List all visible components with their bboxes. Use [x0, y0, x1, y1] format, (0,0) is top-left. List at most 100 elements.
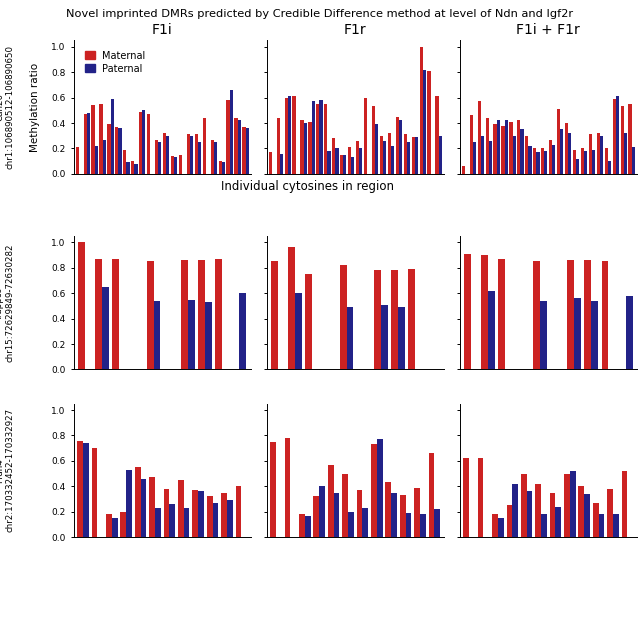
Bar: [155, 508, 161, 537]
Bar: [600, 136, 603, 174]
Bar: [102, 140, 106, 174]
Bar: [364, 97, 367, 174]
Bar: [111, 99, 114, 174]
Bar: [227, 501, 233, 537]
Bar: [541, 148, 544, 174]
Bar: [112, 518, 118, 537]
Bar: [497, 120, 500, 174]
Bar: [174, 157, 177, 174]
Bar: [92, 105, 95, 174]
Bar: [391, 146, 394, 174]
Bar: [422, 70, 426, 174]
Bar: [492, 514, 498, 537]
Bar: [540, 301, 547, 369]
Bar: [407, 142, 410, 174]
Bar: [120, 512, 126, 537]
Bar: [400, 495, 406, 537]
Bar: [544, 151, 547, 174]
Bar: [234, 118, 237, 174]
Bar: [489, 141, 492, 174]
Bar: [529, 146, 532, 174]
Bar: [269, 152, 272, 174]
Bar: [324, 104, 328, 174]
Bar: [108, 124, 111, 174]
Bar: [214, 142, 217, 174]
Bar: [598, 514, 604, 537]
Bar: [347, 307, 353, 369]
Text: Methylation ratio: Methylation ratio: [30, 63, 40, 152]
Bar: [550, 492, 556, 537]
Bar: [193, 490, 198, 537]
Bar: [158, 142, 161, 174]
Bar: [102, 287, 109, 369]
Bar: [616, 96, 619, 174]
Bar: [521, 474, 527, 537]
Text: Trappc9
chr15:72629849-72630282: Trappc9 chr15:72629849-72630282: [0, 243, 15, 362]
Text: F1i + F1r: F1i + F1r: [516, 23, 580, 37]
Bar: [221, 163, 225, 174]
Bar: [308, 122, 312, 174]
Bar: [316, 104, 319, 174]
Bar: [147, 261, 154, 369]
Bar: [576, 158, 579, 174]
Bar: [607, 489, 613, 537]
Bar: [95, 259, 102, 369]
Bar: [557, 109, 560, 174]
Bar: [195, 135, 198, 174]
Bar: [396, 117, 399, 174]
Bar: [99, 104, 102, 174]
Bar: [584, 260, 591, 369]
Bar: [470, 116, 473, 174]
Bar: [135, 467, 141, 537]
Bar: [628, 104, 632, 174]
Bar: [527, 491, 532, 537]
Bar: [535, 484, 541, 537]
Bar: [632, 147, 635, 174]
Bar: [477, 458, 483, 537]
Bar: [154, 301, 161, 369]
Bar: [420, 514, 426, 537]
Bar: [372, 106, 375, 174]
Bar: [414, 487, 420, 537]
Bar: [415, 137, 418, 174]
Bar: [613, 514, 619, 537]
Bar: [170, 504, 175, 537]
Bar: [564, 474, 570, 537]
Bar: [596, 133, 600, 174]
Bar: [190, 136, 193, 174]
Bar: [385, 483, 391, 537]
Text: Cdh20
chr1:106890512-106890650: Cdh20 chr1:106890512-106890650: [0, 45, 15, 169]
Bar: [581, 148, 584, 174]
Text: Individual cytosines in region: Individual cytosines in region: [221, 180, 394, 193]
Bar: [314, 496, 319, 537]
Bar: [76, 147, 79, 174]
Bar: [285, 97, 288, 174]
Bar: [481, 255, 488, 369]
Bar: [212, 503, 218, 537]
Bar: [276, 118, 280, 174]
Bar: [532, 261, 540, 369]
Bar: [592, 150, 595, 174]
Bar: [560, 129, 563, 174]
Bar: [236, 486, 241, 537]
Bar: [536, 152, 540, 174]
Bar: [501, 125, 504, 174]
Bar: [198, 491, 204, 537]
Bar: [473, 142, 476, 174]
Bar: [328, 465, 333, 537]
Bar: [305, 515, 310, 537]
Bar: [230, 90, 233, 174]
Bar: [292, 96, 296, 174]
Bar: [388, 133, 391, 174]
Bar: [115, 127, 118, 174]
Bar: [612, 99, 616, 174]
Bar: [319, 100, 323, 174]
Bar: [504, 120, 508, 174]
Bar: [303, 123, 307, 174]
Bar: [216, 259, 222, 369]
Bar: [328, 151, 331, 174]
Bar: [340, 155, 343, 174]
Bar: [92, 448, 97, 537]
Bar: [493, 124, 497, 174]
Bar: [428, 71, 431, 174]
